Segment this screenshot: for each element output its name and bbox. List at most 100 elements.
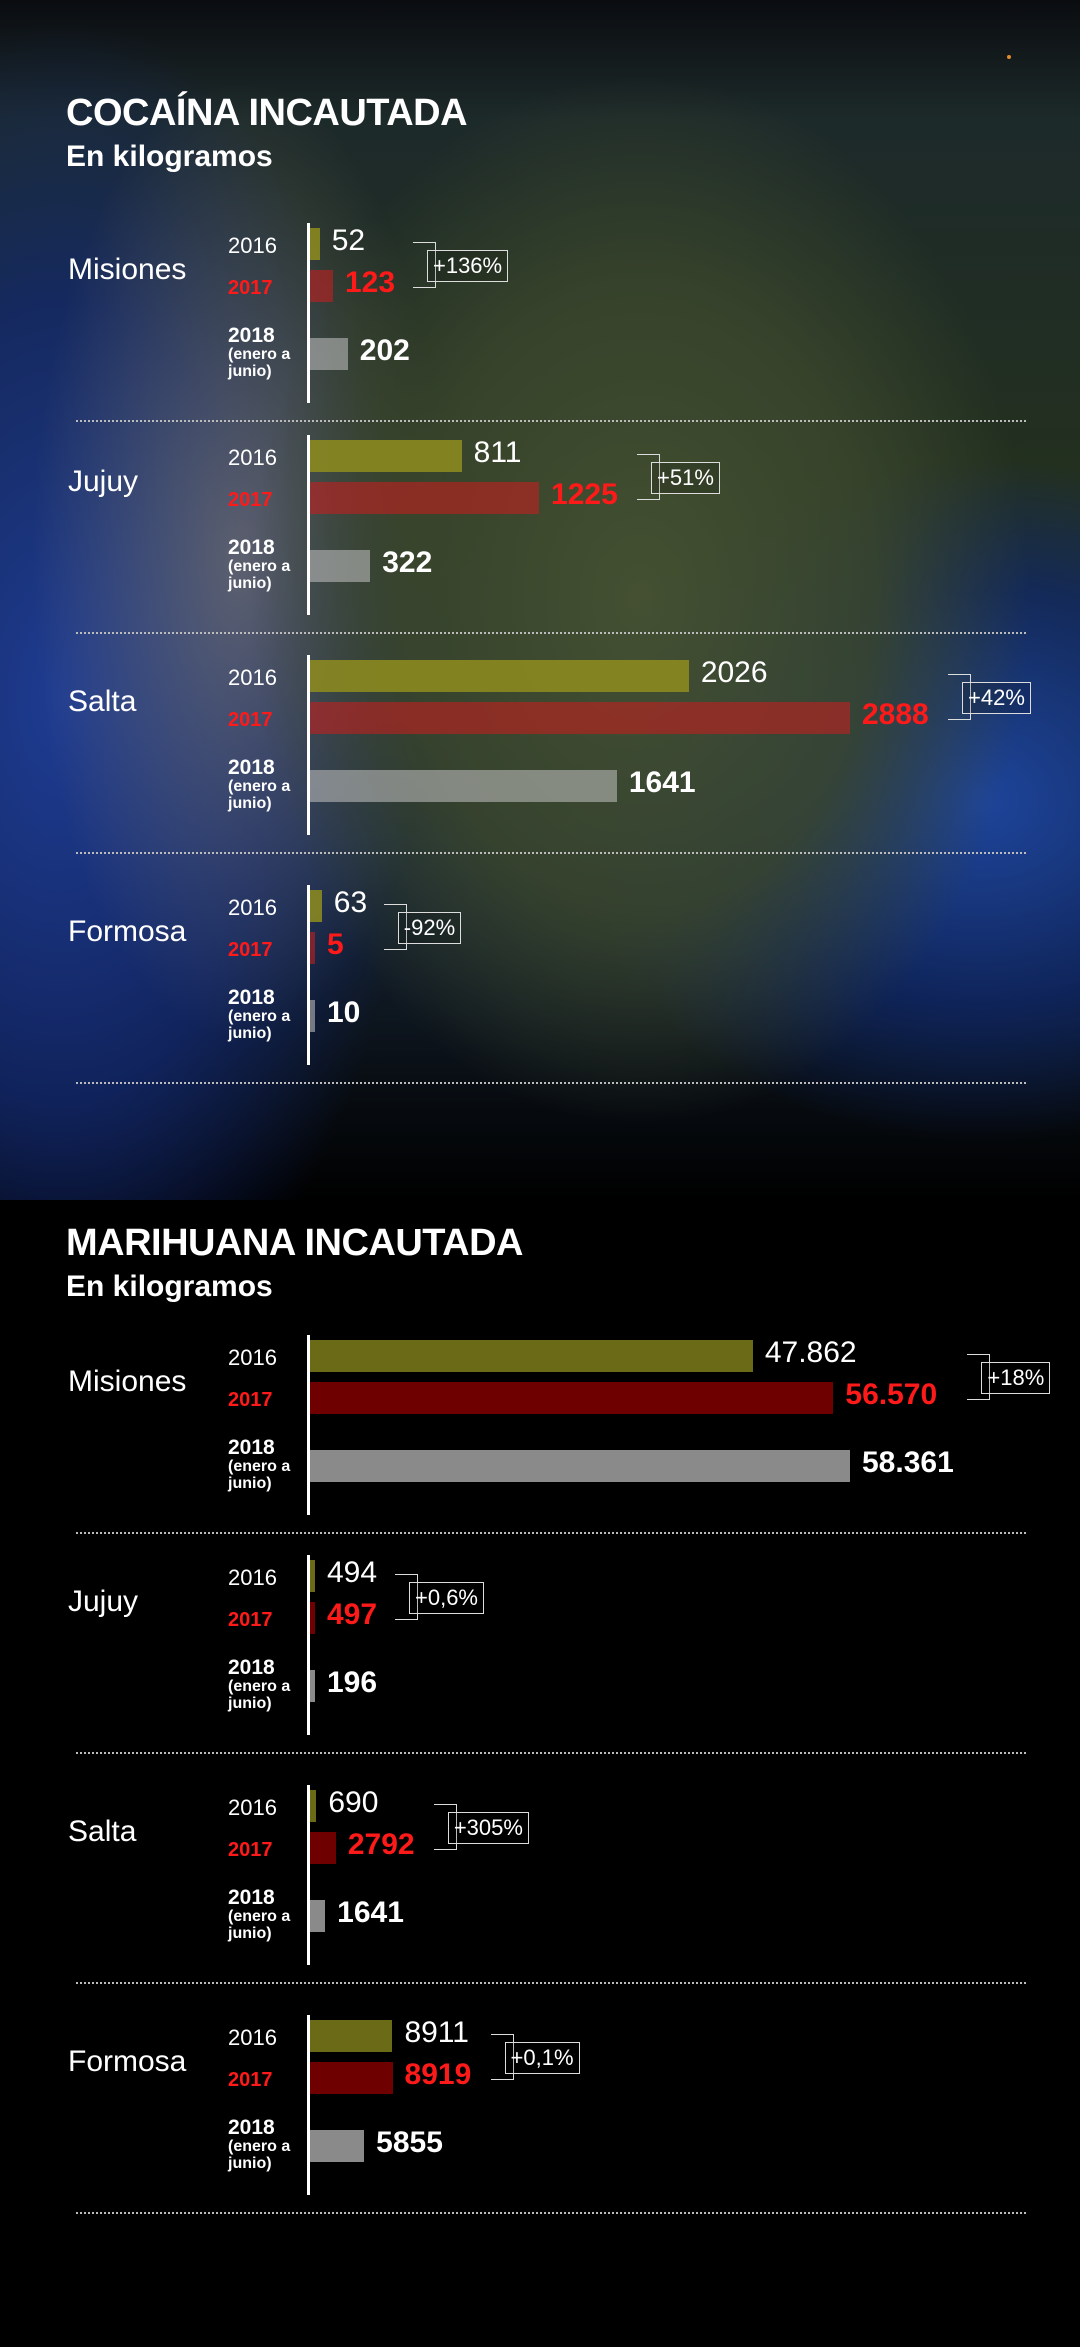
region-label: Salta	[68, 685, 137, 718]
bar-2018	[310, 2130, 365, 2162]
year-label-2016: 2016	[228, 445, 277, 470]
bar-2017	[310, 482, 540, 514]
region-label: Jujuy	[68, 465, 139, 498]
year-label-2016: 2016	[228, 895, 277, 920]
marijuana-title: MARIHUANA INCAUTADA	[66, 1222, 524, 1264]
value-label-2017: 5	[327, 928, 344, 961]
year-label-2018: 2018 (enero a junio)	[228, 986, 291, 1042]
bar-2018	[310, 1000, 315, 1032]
year-label-2018: 2018 (enero a junio)	[228, 324, 291, 380]
row-divider	[76, 1082, 1026, 1084]
value-label-2018: 1641	[628, 766, 696, 799]
bar-2018	[310, 550, 371, 582]
year-label-2017: 2017	[228, 1609, 273, 1631]
bar-2018	[310, 1900, 326, 1932]
axis-line	[307, 2015, 310, 2195]
value-label-2017: 123	[344, 266, 396, 299]
change-bracket	[395, 1574, 418, 1620]
row-divider	[76, 632, 1026, 634]
region-label: Formosa	[68, 915, 187, 948]
year-label-2016: 2016	[228, 1795, 277, 1820]
change-percent: +42%	[962, 682, 1031, 714]
satellite-map-background	[0, 0, 1080, 1200]
year-label-2018: 2018 (enero a junio)	[228, 2116, 291, 2172]
bar-2018	[310, 770, 617, 802]
year-label-2018: 2018 (enero a junio)	[228, 756, 291, 812]
year-label-2017: 2017	[228, 277, 273, 299]
accent-dot	[1007, 55, 1011, 59]
year-note: (enero a	[228, 778, 291, 795]
bar-2017	[310, 2062, 393, 2094]
year-note: junio)	[228, 1695, 272, 1712]
value-label-2017: 1225	[551, 478, 618, 511]
year-label-2016: 2016	[228, 1565, 277, 1590]
year-label-2016: 2016	[228, 233, 277, 258]
value-label-2017: 497	[327, 1598, 378, 1631]
year-label-2016: 2016	[228, 665, 277, 690]
change-percent: -92%	[397, 912, 462, 944]
cocaine-title: COCAÍNA INCAUTADA	[66, 92, 468, 134]
value-label-2018: 5855	[376, 2126, 443, 2159]
region-label: Salta	[68, 1815, 137, 1848]
row-divider	[76, 2212, 1026, 2214]
year-note: (enero a	[228, 1908, 291, 1925]
axis-line	[307, 1335, 310, 1515]
value-label-2016: 2026	[700, 656, 768, 689]
region-label: Jujuy	[68, 1585, 139, 1618]
year-note: (enero a	[228, 558, 291, 575]
year-label-2018: 2018 (enero a junio)	[228, 1886, 291, 1942]
value-label-2017: 2792	[347, 1828, 415, 1861]
year-label-2016: 2016	[228, 1345, 277, 1370]
marijuana-subtitle: En kilogramos	[66, 1270, 273, 1303]
bar-2017	[310, 1602, 315, 1634]
year-note: (enero a	[228, 1678, 291, 1695]
bar-2018	[310, 1670, 315, 1702]
year-note: (enero a	[228, 2138, 291, 2155]
bar-2016	[310, 1790, 317, 1822]
value-label-2017: 2888	[862, 698, 929, 731]
year-label-2017: 2017	[228, 939, 273, 961]
year-label-2017: 2017	[228, 709, 273, 731]
change-bracket	[967, 1354, 991, 1400]
value-label-2017: 8919	[404, 2058, 472, 2091]
row-divider	[76, 420, 1026, 422]
value-label-2016: 494	[327, 1556, 378, 1589]
value-label-2018: 322	[382, 546, 433, 579]
cocaine-subtitle: En kilogramos	[66, 140, 273, 173]
change-bracket	[948, 674, 971, 720]
axis-line	[307, 1555, 310, 1735]
value-label-2018: 58.361	[862, 1446, 954, 1479]
region-label: Misiones	[68, 253, 187, 286]
year-label-2017: 2017	[228, 1389, 273, 1411]
bar-2016	[310, 890, 322, 922]
value-label-2016: 811	[473, 436, 522, 469]
bar-2017	[310, 932, 315, 964]
year-note: (enero a	[228, 1008, 291, 1025]
bar-2016	[310, 1340, 753, 1372]
value-label-2016: 690	[328, 1786, 379, 1819]
row-divider	[76, 852, 1026, 854]
change-bracket	[637, 454, 661, 500]
value-label-2016: 52	[331, 224, 366, 257]
year-note: junio)	[228, 575, 272, 592]
year-note: junio)	[228, 795, 272, 812]
row-divider	[76, 1752, 1026, 1754]
bar-2016	[310, 440, 462, 472]
bar-2017	[310, 270, 333, 302]
bar-2017	[310, 1832, 336, 1864]
value-label-2018: 202	[359, 334, 410, 367]
year-note: (enero a	[228, 1458, 291, 1475]
bar-2016	[310, 1560, 315, 1592]
change-percent: +305%	[447, 1812, 529, 1844]
change-percent: +0,1%	[504, 2042, 580, 2074]
value-label-2018: 196	[327, 1666, 378, 1699]
value-label-2016: 8911	[404, 2016, 469, 2049]
bar-2017	[310, 1382, 834, 1414]
year-note: (enero a	[228, 346, 291, 363]
change-bracket	[383, 904, 407, 950]
year-note: junio)	[228, 2155, 272, 2172]
value-label-2018: 1641	[337, 1896, 404, 1929]
year-label-2016: 2016	[228, 2025, 277, 2050]
change-percent: +18%	[981, 1362, 1051, 1394]
bar-2017	[310, 702, 850, 734]
